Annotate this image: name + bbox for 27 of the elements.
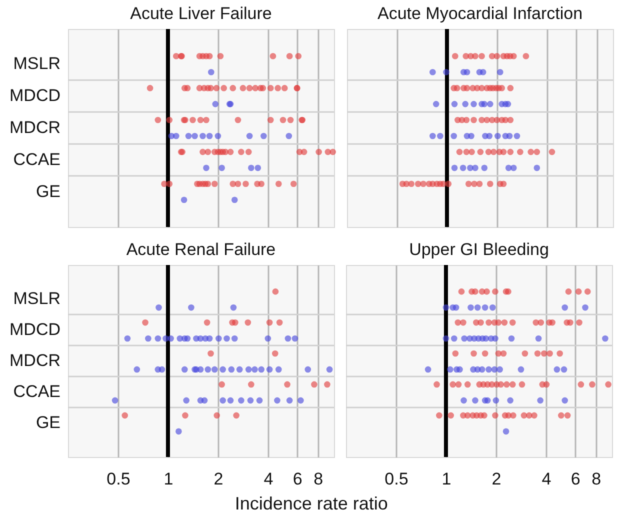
y-tick-label: MDCR bbox=[10, 118, 60, 137]
chart-title: Acute Liver Failure bbox=[130, 4, 272, 23]
x-tick-label: 0.5 bbox=[106, 470, 130, 488]
y-tick-label: CCAE bbox=[13, 382, 60, 401]
x-axis-title: Incidence rate ratio bbox=[234, 494, 388, 514]
x-tick-label: 4 bbox=[264, 470, 274, 488]
y-tick-label: MSLR bbox=[13, 54, 60, 74]
y-tick-label: MDCR bbox=[10, 351, 60, 370]
x-tick-label: 2 bbox=[214, 470, 224, 488]
y-tick-label: GE bbox=[36, 412, 60, 432]
chart-title: Upper GI Bleeding bbox=[409, 240, 549, 259]
x-tick-label: 6 bbox=[292, 470, 302, 488]
x-tick-label: 1 bbox=[442, 470, 452, 488]
y-tick-label: CCAE bbox=[13, 150, 60, 169]
y-tick-label: MDCD bbox=[10, 86, 60, 106]
y-tick-label: MSLR bbox=[13, 289, 60, 308]
y-tick-label: GE bbox=[36, 182, 60, 201]
x-tick-label: 8 bbox=[314, 470, 324, 488]
x-tick-label: 4 bbox=[542, 470, 552, 488]
x-tick-label: 6 bbox=[570, 470, 580, 488]
x-tick-label: 2 bbox=[492, 470, 502, 488]
x-tick-label: 0.5 bbox=[384, 470, 408, 488]
chart-title: Acute Myocardial Infarction bbox=[377, 4, 583, 23]
y-tick-label: MDCD bbox=[10, 320, 60, 340]
x-tick-label: 8 bbox=[592, 470, 602, 488]
chart-title: Acute Renal Failure bbox=[126, 240, 276, 259]
x-tick-label: 1 bbox=[164, 470, 174, 488]
